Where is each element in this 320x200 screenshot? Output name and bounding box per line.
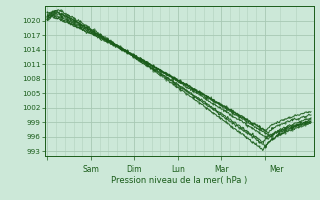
Text: Sam: Sam bbox=[83, 165, 99, 174]
Text: Lun: Lun bbox=[171, 165, 185, 174]
Text: Mar: Mar bbox=[214, 165, 229, 174]
Text: Mer: Mer bbox=[269, 165, 284, 174]
X-axis label: Pression niveau de la mer( hPa ): Pression niveau de la mer( hPa ) bbox=[111, 176, 247, 185]
Text: Dim: Dim bbox=[127, 165, 142, 174]
